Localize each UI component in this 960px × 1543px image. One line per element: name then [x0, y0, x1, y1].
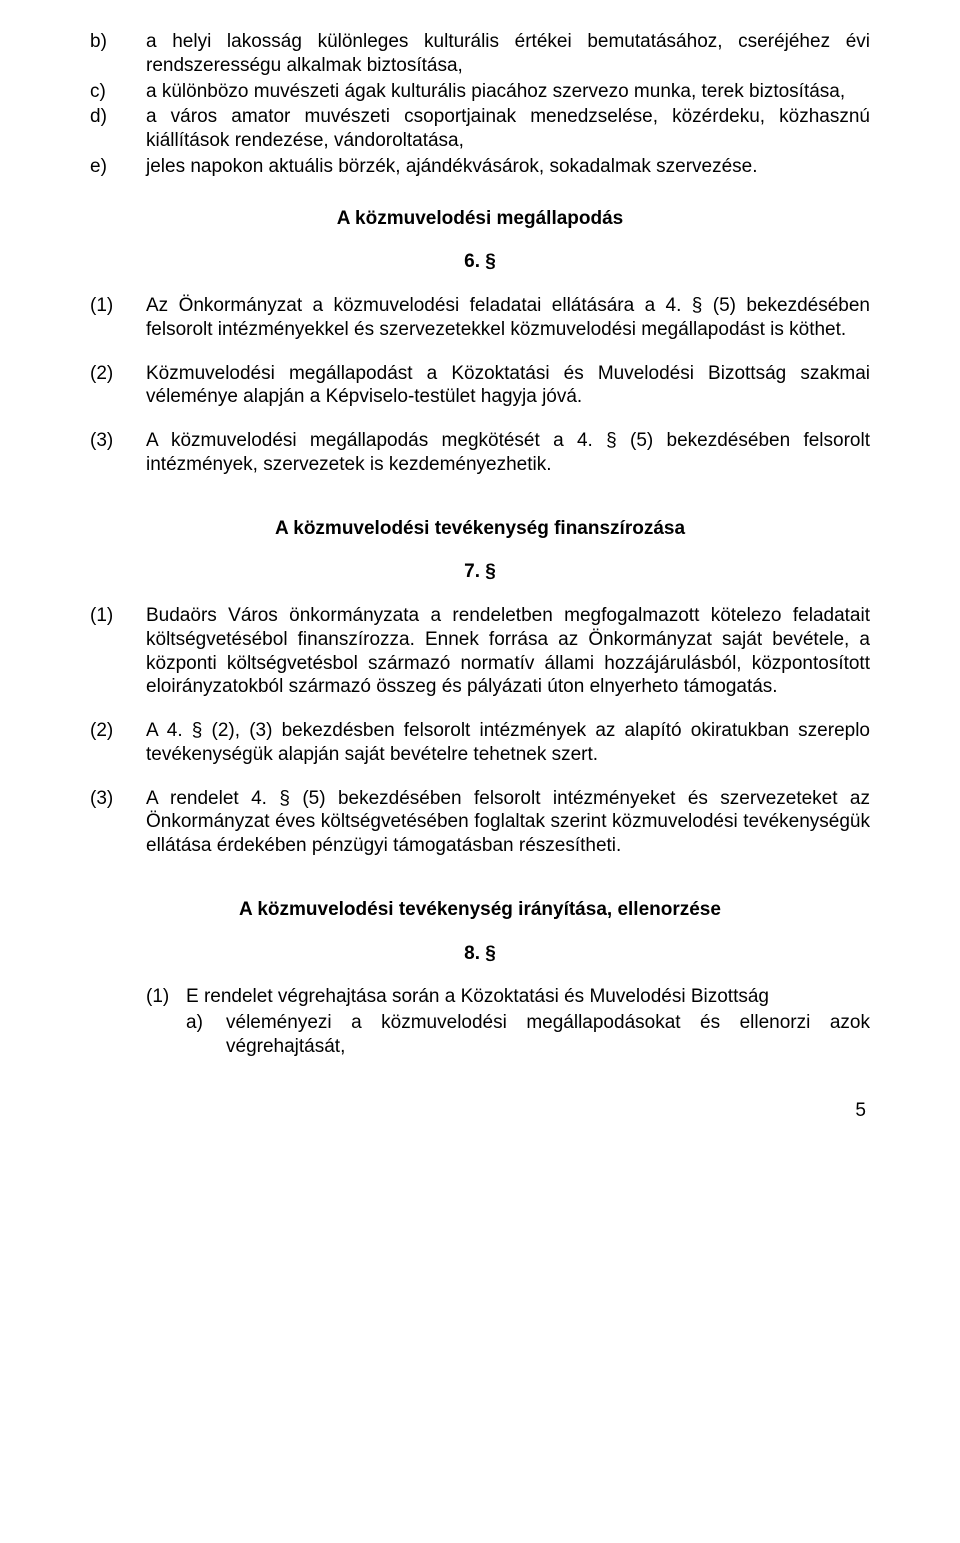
- item-text: A közmuvelodési megállapodás megkötését …: [146, 429, 870, 477]
- list-text: a helyi lakosság különleges kulturális é…: [146, 30, 870, 78]
- section-title: A közmuvelodési tevékenység finanszírozá…: [90, 517, 870, 541]
- item-text: A rendelet 4. § (5) bekezdésében felsoro…: [146, 787, 870, 858]
- item-marker: (1): [146, 985, 186, 1009]
- sub-item: a) véleményezi a közmuvelodési megállapo…: [146, 1011, 870, 1059]
- sub-text: véleményezi a közmuvelodési megállapodás…: [226, 1011, 870, 1059]
- item-text: A 4. § (2), (3) bekezdésben felsorolt in…: [146, 719, 870, 767]
- section-number: 8. §: [90, 942, 870, 966]
- item-marker: (1): [90, 294, 146, 342]
- section-title: A közmuvelodési megállapodás: [90, 207, 870, 231]
- item-text: E rendelet végrehajtása során a Közoktat…: [186, 985, 870, 1009]
- numbered-item: (2) Közmuvelodési megállapodást a Közokt…: [90, 362, 870, 410]
- list-text: jeles napokon aktuális börzék, ajándékvá…: [146, 155, 870, 179]
- section8-block: (1) E rendelet végrehajtása során a Közo…: [90, 985, 870, 1058]
- list-item: c) a különbözo muvészeti ágak kulturális…: [90, 80, 870, 104]
- list-marker: b): [90, 30, 146, 78]
- list-marker: c): [90, 80, 146, 104]
- item-text: Az Önkormányzat a közmuvelodési feladata…: [146, 294, 870, 342]
- letter-list: b) a helyi lakosság különleges kulturáli…: [90, 30, 870, 179]
- numbered-item: (3) A rendelet 4. § (5) bekezdésében fel…: [90, 787, 870, 858]
- numbered-item: (2) A 4. § (2), (3) bekezdésben felsorol…: [90, 719, 870, 767]
- section-number: 6. §: [90, 250, 870, 274]
- item-marker: (1): [90, 604, 146, 699]
- list-text: a város amator muvészeti csoportjainak m…: [146, 105, 870, 153]
- section-title: A közmuvelodési tevékenység irányítása, …: [90, 898, 870, 922]
- section-number: 7. §: [90, 560, 870, 584]
- list-marker: d): [90, 105, 146, 153]
- item-marker: (2): [90, 362, 146, 410]
- item-marker: (3): [90, 429, 146, 477]
- list-item: b) a helyi lakosság különleges kulturáli…: [90, 30, 870, 78]
- item-text: Közmuvelodési megállapodást a Közoktatás…: [146, 362, 870, 410]
- item-marker: (3): [90, 787, 146, 858]
- list-marker: e): [90, 155, 146, 179]
- numbered-item: (3) A közmuvelodési megállapodás megköté…: [90, 429, 870, 477]
- document-page: b) a helyi lakosság különleges kulturáli…: [0, 0, 960, 1162]
- list-item: e) jeles napokon aktuális börzék, ajándé…: [90, 155, 870, 179]
- page-number: 5: [90, 1099, 870, 1123]
- list-text: a különbözo muvészeti ágak kulturális pi…: [146, 80, 870, 104]
- numbered-item: (1) Budaörs Város önkormányzata a rendel…: [90, 604, 870, 699]
- item-text: Budaörs Város önkormányzata a rendeletbe…: [146, 604, 870, 699]
- numbered-item: (1) Az Önkormányzat a közmuvelodési fela…: [90, 294, 870, 342]
- item-marker: (2): [90, 719, 146, 767]
- sub-marker: a): [186, 1011, 226, 1059]
- list-item: d) a város amator muvészeti csoportjaina…: [90, 105, 870, 153]
- numbered-item: (1) E rendelet végrehajtása során a Közo…: [146, 985, 870, 1009]
